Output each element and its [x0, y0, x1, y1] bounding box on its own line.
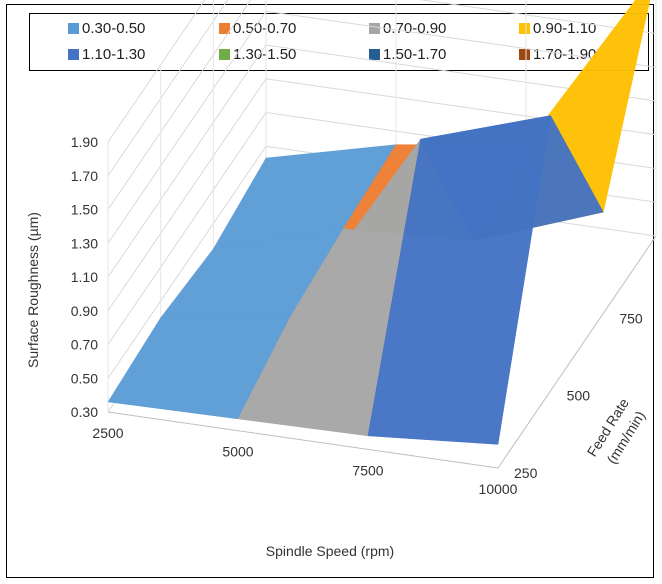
x-tick-label: 10000 — [479, 481, 518, 497]
x-tick-label: 5000 — [222, 444, 253, 460]
legend-item: 0.30-0.50 — [68, 20, 145, 37]
z-tick-label: 0.70 — [71, 337, 98, 353]
x-axis-title: Spindle Speed (rpm) — [266, 543, 394, 559]
legend-item: 0.70-0.90 — [369, 20, 446, 37]
y-tick-label: 750 — [619, 310, 643, 326]
surface-patch — [367, 115, 551, 445]
legend-swatch — [219, 23, 230, 34]
legend-swatch — [219, 49, 230, 60]
legend-label: 1.50-1.70 — [383, 46, 447, 63]
legend-label: 0.90-1.10 — [533, 20, 597, 37]
x-tick-label: 2500 — [92, 425, 123, 441]
legend-item: 0.90-1.10 — [519, 20, 596, 37]
z-tick-label: 0.50 — [71, 370, 98, 386]
legend-label: 1.30-1.50 — [233, 46, 297, 63]
z-tick-label: 0.30 — [71, 404, 98, 420]
legend-swatch — [519, 23, 530, 34]
z-tick-label: 1.90 — [71, 134, 98, 150]
legend-swatch — [369, 49, 380, 60]
chart-frame: 0.30-0.50 0.50-0.70 0.70-0.90 0.90-1.10 … — [6, 4, 654, 578]
legend-label: 0.70-0.90 — [383, 20, 447, 37]
x-axis-line — [107, 411, 499, 469]
legend-item: 1.30-1.50 — [219, 46, 296, 63]
z-tick-label: 1.10 — [71, 269, 98, 285]
z-tick-label: 1.50 — [71, 202, 98, 218]
legend-item: 1.50-1.70 — [369, 46, 446, 63]
axes: 0.30 0.50 0.70 0.90 1.10 1.30 1.50 1.70 1.90 2500… — [71, 134, 657, 497]
z-axis-title: Surface Roughness (µm) — [25, 212, 41, 368]
legend-item: 0.50-0.70 — [219, 20, 296, 37]
legend-swatch — [369, 23, 380, 34]
z-tick-label: 1.30 — [71, 235, 98, 251]
legend-swatch — [68, 49, 79, 60]
legend-swatch — [68, 23, 79, 34]
x-tick-label: 7500 — [352, 462, 383, 478]
z-tick-label: 1.70 — [71, 168, 98, 184]
z-tick-label: 0.90 — [71, 303, 98, 319]
legend-item: 1.10-1.30 — [68, 46, 145, 63]
chart-legend: 0.30-0.50 0.50-0.70 0.70-0.90 0.90-1.10 … — [29, 13, 649, 71]
legend-label: 0.30-0.50 — [82, 20, 146, 37]
y-axis-line — [497, 235, 657, 469]
legend-swatch — [519, 49, 530, 60]
legend-label: 0.50-0.70 — [233, 20, 297, 37]
legend-label: 1.10-1.30 — [82, 46, 146, 63]
y-tick-label: 500 — [567, 388, 591, 404]
surface-plot — [107, 0, 651, 445]
y-tick-label: 250 — [514, 465, 538, 481]
